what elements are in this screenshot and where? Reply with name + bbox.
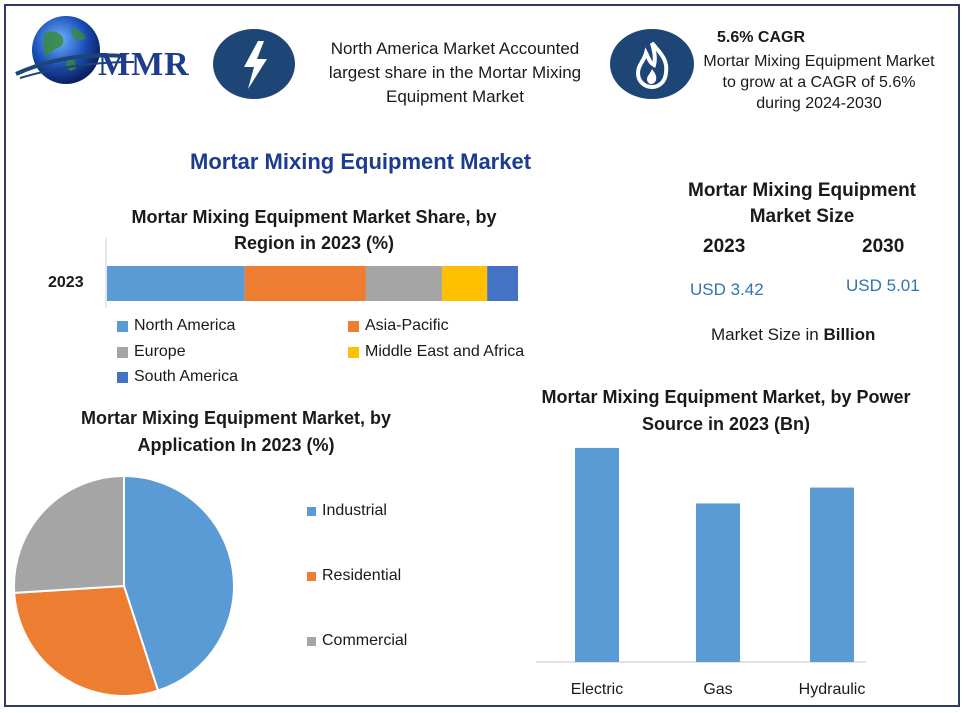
legend-asia-pacific: Asia-Pacific [348, 317, 449, 335]
legend-swatch [348, 320, 359, 332]
legend-swatch [307, 636, 316, 646]
mmr-logo: MMR [14, 12, 194, 88]
legend-industrial: Industrial [307, 502, 387, 520]
region-chart-title: Mortar Mixing Equipment Market Share, by… [131, 207, 497, 253]
legend-residential: Residential [307, 567, 401, 585]
legend-north-america: North America [117, 317, 235, 335]
cagr-text: Mortar Mixing Equipment Market to grow a… [703, 53, 935, 112]
legend-swatch [307, 506, 316, 516]
logo-text: MMR [98, 46, 190, 83]
legend-swatch [117, 371, 128, 383]
legend-swatch [117, 346, 128, 358]
region-stacked-bar-chart [105, 238, 518, 308]
power-source-bar-chart: Electric Gas Hydraulic [536, 447, 866, 698]
legend-mea: Middle East and Africa [348, 343, 524, 361]
market-size-title: Mortar Mixing Equipment Market Size [688, 180, 916, 227]
lightning-icon [213, 29, 295, 99]
pie-slice-industrial [123, 474, 235, 692]
highlight-north-america: North America Market Accounted largest s… [328, 39, 582, 106]
tick-label-hydraulic: Hydraulic [799, 681, 866, 698]
market-value-2030: USD 5.01 [846, 276, 920, 295]
legend-europe: Europe [117, 343, 186, 361]
application-chart-title: Mortar Mixing Equipment Market, by Appli… [80, 408, 392, 455]
pie-slice-residential [13, 584, 160, 697]
bar-electric [575, 447, 619, 662]
legend-swatch [117, 320, 128, 332]
legend-south-america: South America [117, 368, 238, 386]
globe-icon [15, 16, 135, 84]
year-2023: 2023 [703, 236, 746, 257]
unit-bold: Billion [823, 325, 876, 344]
legend-swatch [307, 571, 316, 581]
tick-label-electric: Electric [571, 681, 623, 698]
bar-gas [696, 503, 740, 662]
legend-swatch [348, 346, 359, 358]
region-segment-south-america [487, 266, 518, 301]
unit-prefix: Market Size in [711, 325, 824, 344]
market-value-2023: USD 3.42 [690, 280, 764, 299]
flame-icon [610, 29, 694, 99]
year-2030: 2030 [862, 236, 905, 257]
region-category-label: 2023 [48, 274, 84, 291]
tick-label-gas: Gas [703, 681, 732, 698]
region-segment-europe [365, 266, 442, 301]
region-segment-middle-east-and-africa [441, 266, 488, 301]
application-pie-chart [13, 474, 235, 697]
legend-commercial: Commercial [307, 632, 407, 650]
region-segment-north-america [107, 266, 245, 301]
bar-hydraulic [810, 487, 854, 662]
main-title: Mortar Mixing Equipment Market [190, 149, 532, 174]
market-size-unit: Market Size in Billion [711, 325, 875, 345]
pie-slice-commercial [13, 474, 125, 594]
region-segment-asia-pacific [244, 266, 366, 301]
power-source-chart-title: Mortar Mixing Equipment Market, by Power… [541, 387, 911, 434]
cagr-title: 5.6% CAGR [717, 29, 806, 46]
